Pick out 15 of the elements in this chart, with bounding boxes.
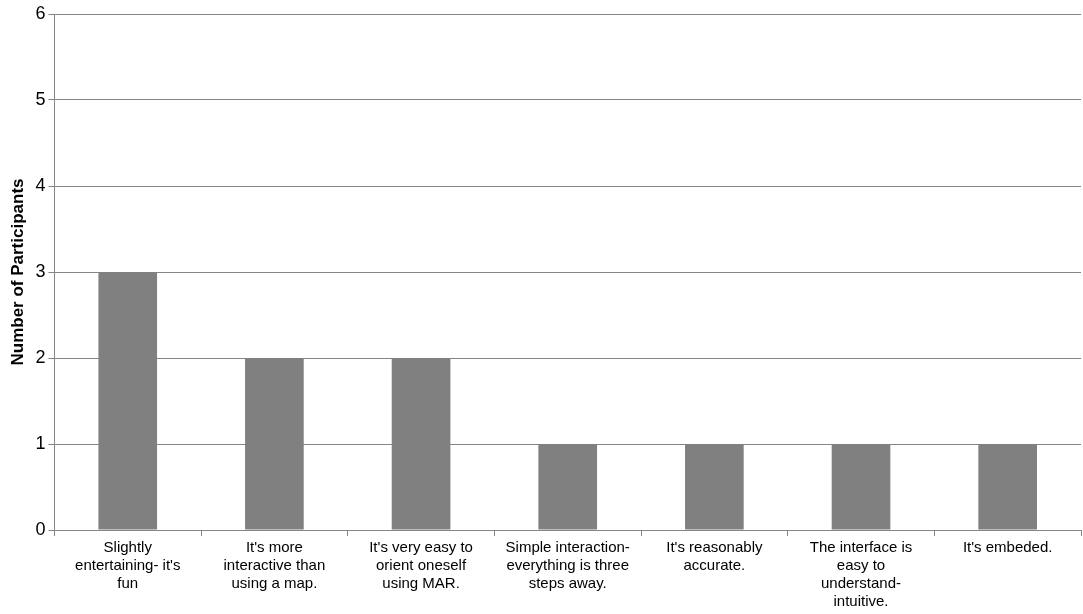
x-tick-label: It's reasonably accurate. <box>666 538 763 574</box>
y-tick-label: 1 <box>35 432 46 453</box>
y-tick-label: 2 <box>35 346 46 367</box>
x-tick-label: It's embeded. <box>962 538 1053 556</box>
x-tick-label: Simple interaction- everything is three steps away. <box>505 538 630 592</box>
y-tick-label: 0 <box>35 518 46 539</box>
y-tick-label: 5 <box>35 88 46 109</box>
x-tick-label: Slightly entertaining- it's fun <box>75 538 181 592</box>
y-tick-label: 3 <box>35 260 46 281</box>
y-tick-label: 6 <box>35 2 46 23</box>
x-tick-label: It's very easy to orient oneself using MAR. <box>369 538 473 592</box>
x-tick-label: It's more interactive than using a map. <box>223 538 326 592</box>
y-tick-label: 4 <box>35 174 46 195</box>
y-axis-title: Number of Participants <box>7 178 27 366</box>
x-tick-label: The interface is easy to understand- intuitive. <box>809 538 913 610</box>
